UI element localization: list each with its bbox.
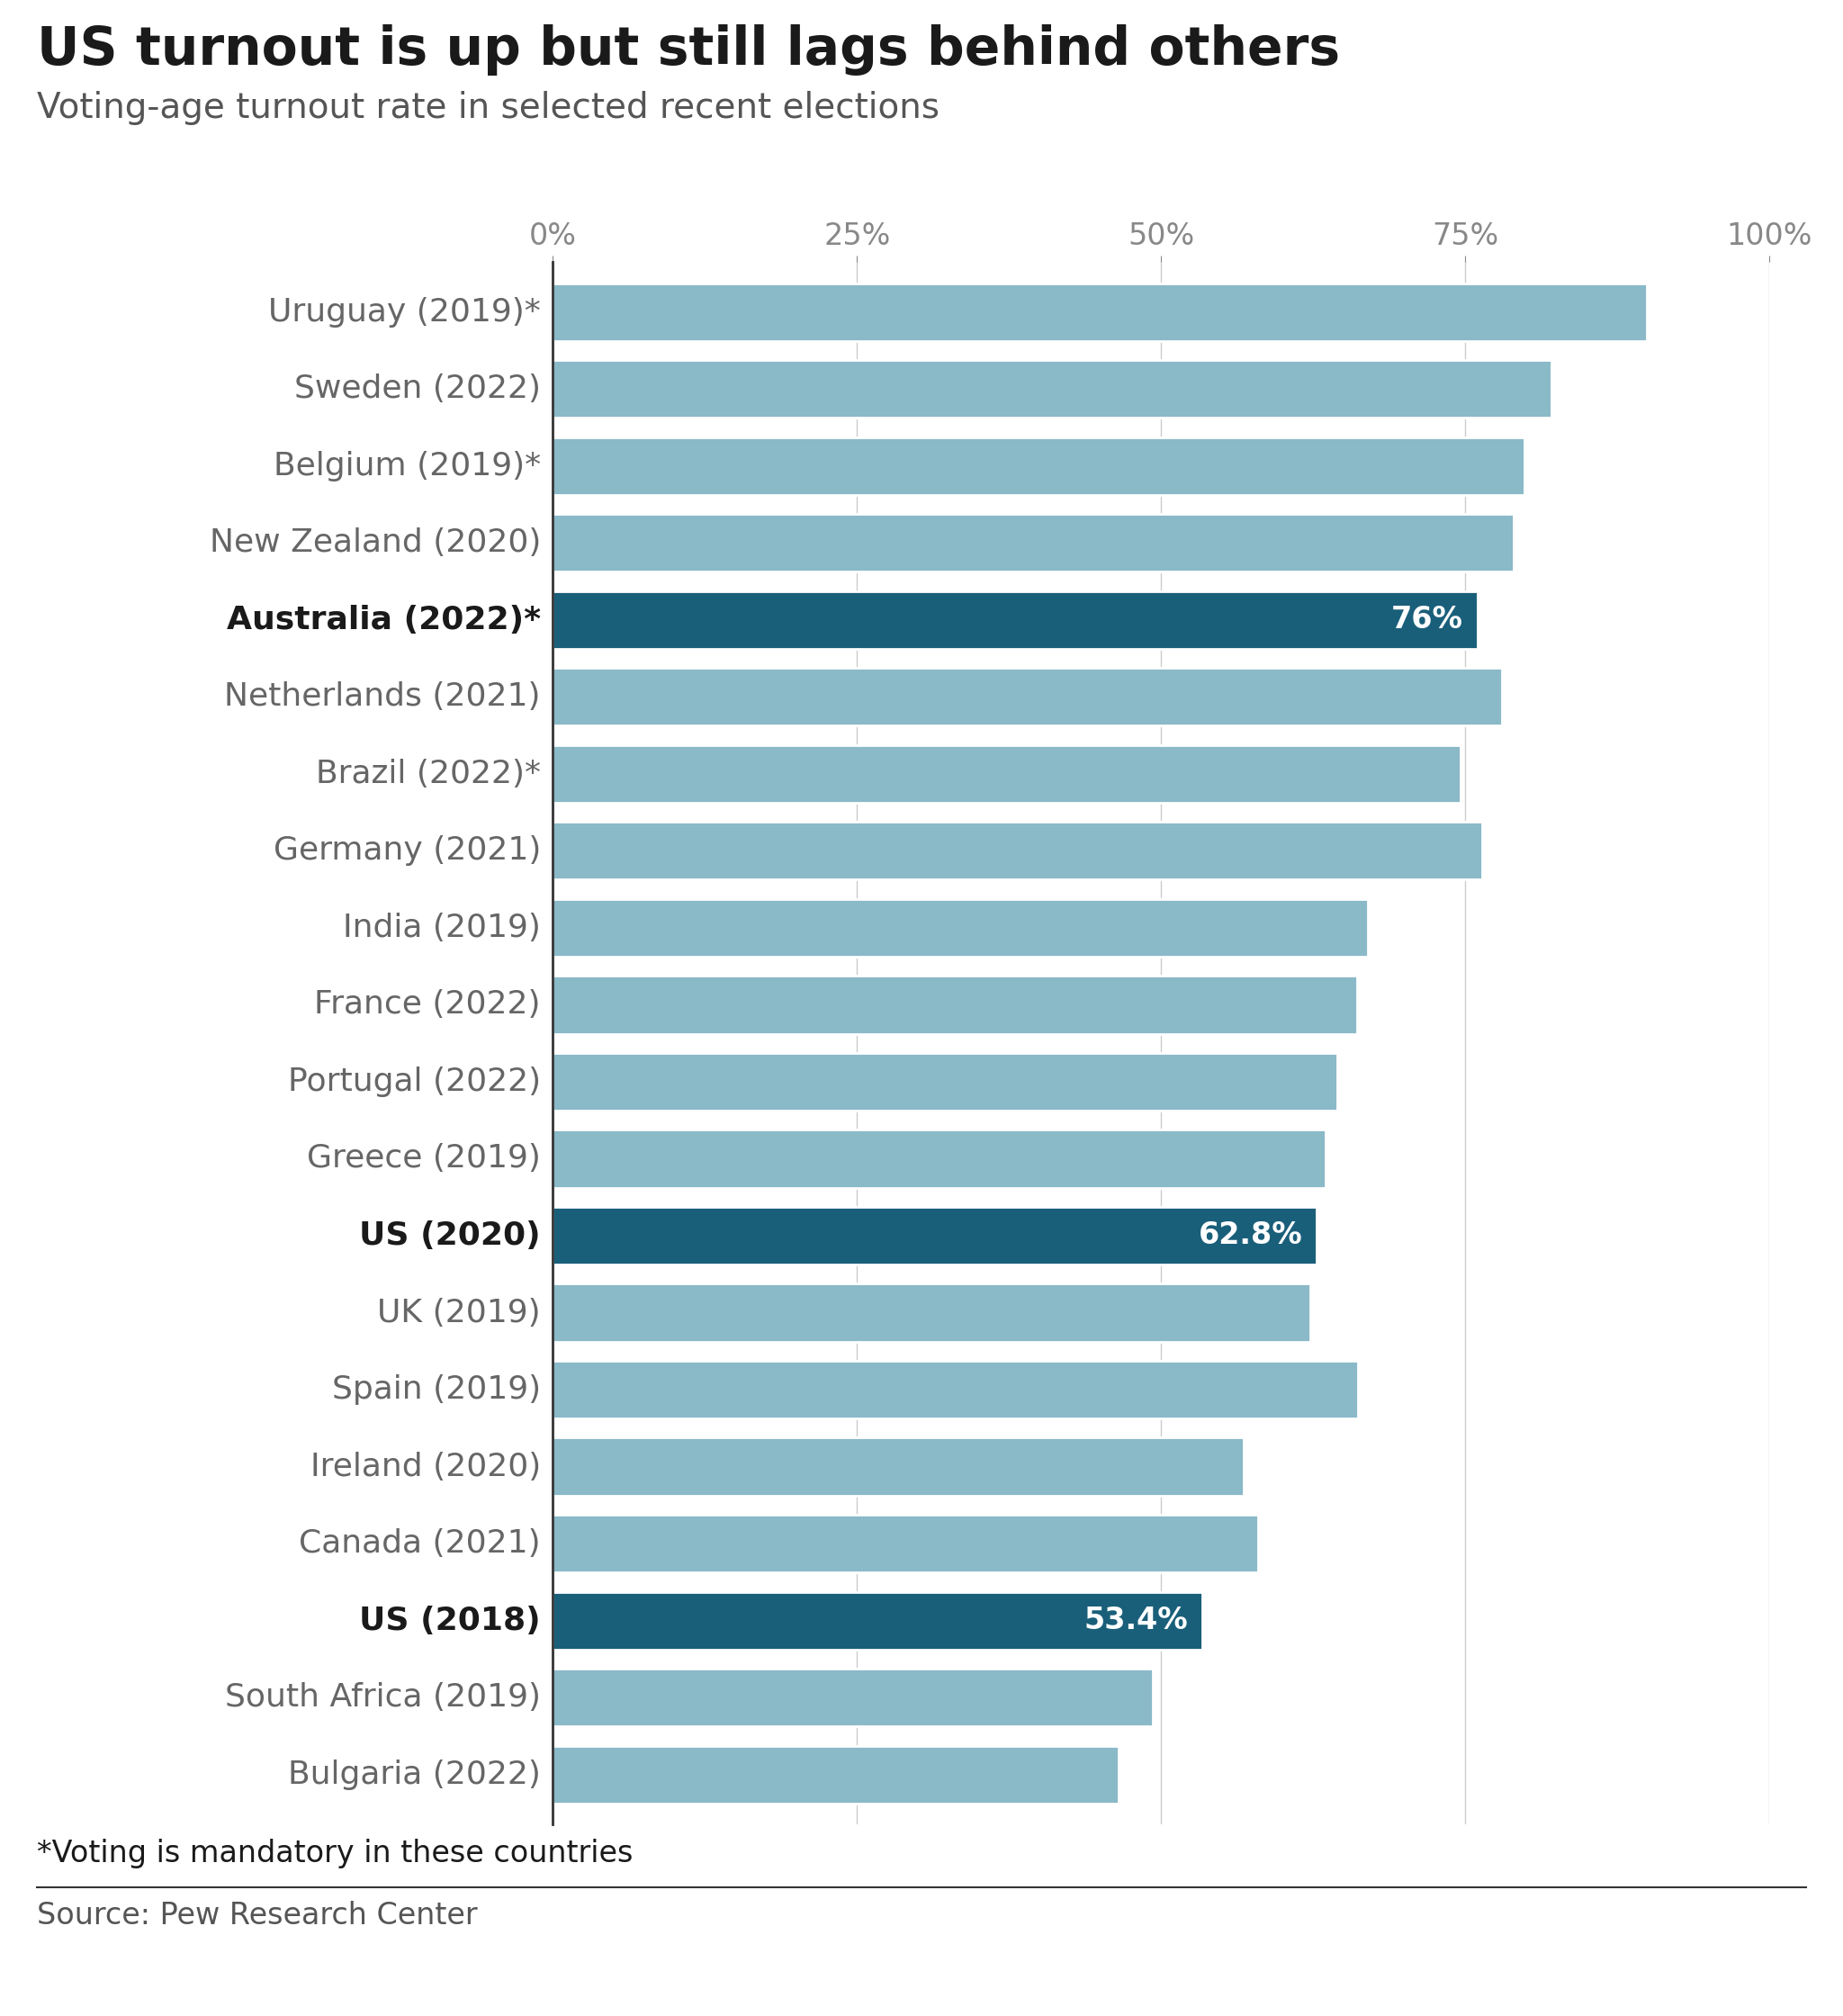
Bar	[553, 1284, 1310, 1341]
Bar	[553, 1593, 1202, 1649]
Bar	[553, 1052, 1338, 1111]
Bar	[553, 591, 1478, 649]
Text: France (2022): France (2022)	[315, 990, 540, 1020]
Text: Spain (2019): Spain (2019)	[332, 1375, 540, 1405]
Bar	[553, 1129, 1325, 1187]
Bar	[553, 746, 1460, 802]
Text: UK (2019): UK (2019)	[378, 1298, 540, 1329]
Bar	[553, 823, 1482, 879]
Text: B: B	[1603, 1939, 1626, 1964]
Bar	[553, 1208, 1316, 1264]
Text: Sweden (2022): Sweden (2022)	[295, 373, 540, 405]
Bar	[553, 1437, 1244, 1496]
Text: New Zealand (2020): New Zealand (2020)	[210, 528, 540, 558]
Text: 76%: 76%	[1391, 605, 1463, 635]
Text: Uruguay (2019)*: Uruguay (2019)*	[269, 296, 540, 327]
Text: South Africa (2019): South Africa (2019)	[225, 1681, 540, 1714]
Text: Greece (2019): Greece (2019)	[308, 1143, 540, 1173]
Text: *Voting is mandatory in these countries: *Voting is mandatory in these countries	[37, 1839, 632, 1869]
Bar	[553, 282, 1646, 341]
Text: Ireland (2020): Ireland (2020)	[310, 1452, 540, 1482]
Text: Australia (2022)*: Australia (2022)*	[227, 605, 540, 635]
Bar	[553, 1669, 1152, 1726]
Bar	[553, 1514, 1259, 1572]
Text: B: B	[1648, 1939, 1670, 1964]
Text: US (2018): US (2018)	[359, 1605, 540, 1635]
Bar	[553, 361, 1552, 417]
Text: US turnout is up but still lags behind others: US turnout is up but still lags behind o…	[37, 24, 1340, 75]
Bar	[553, 1746, 1119, 1804]
Bar	[553, 899, 1368, 958]
Text: Canada (2021): Canada (2021)	[299, 1528, 540, 1558]
Text: Voting-age turnout rate in selected recent elections: Voting-age turnout rate in selected rece…	[37, 91, 940, 125]
Text: 62.8%: 62.8%	[1198, 1222, 1303, 1250]
Text: India (2019): India (2019)	[343, 913, 540, 943]
Bar	[553, 514, 1513, 573]
Bar	[553, 1361, 1358, 1419]
Bar	[553, 976, 1356, 1034]
Text: Germany (2021): Germany (2021)	[273, 835, 540, 867]
Text: Brazil (2022)*: Brazil (2022)*	[315, 758, 540, 788]
Bar	[553, 667, 1502, 726]
Text: Belgium (2019)*: Belgium (2019)*	[273, 452, 540, 482]
Bar	[553, 437, 1524, 494]
Text: Portugal (2022): Portugal (2022)	[288, 1066, 540, 1097]
Text: 53.4%: 53.4%	[1084, 1605, 1189, 1635]
Text: Bulgaria (2022): Bulgaria (2022)	[288, 1760, 540, 1790]
Text: C: C	[1694, 1939, 1714, 1964]
Text: Netherlands (2021): Netherlands (2021)	[225, 681, 540, 712]
Text: US (2020): US (2020)	[359, 1220, 540, 1252]
Text: Source: Pew Research Center: Source: Pew Research Center	[37, 1901, 477, 1931]
